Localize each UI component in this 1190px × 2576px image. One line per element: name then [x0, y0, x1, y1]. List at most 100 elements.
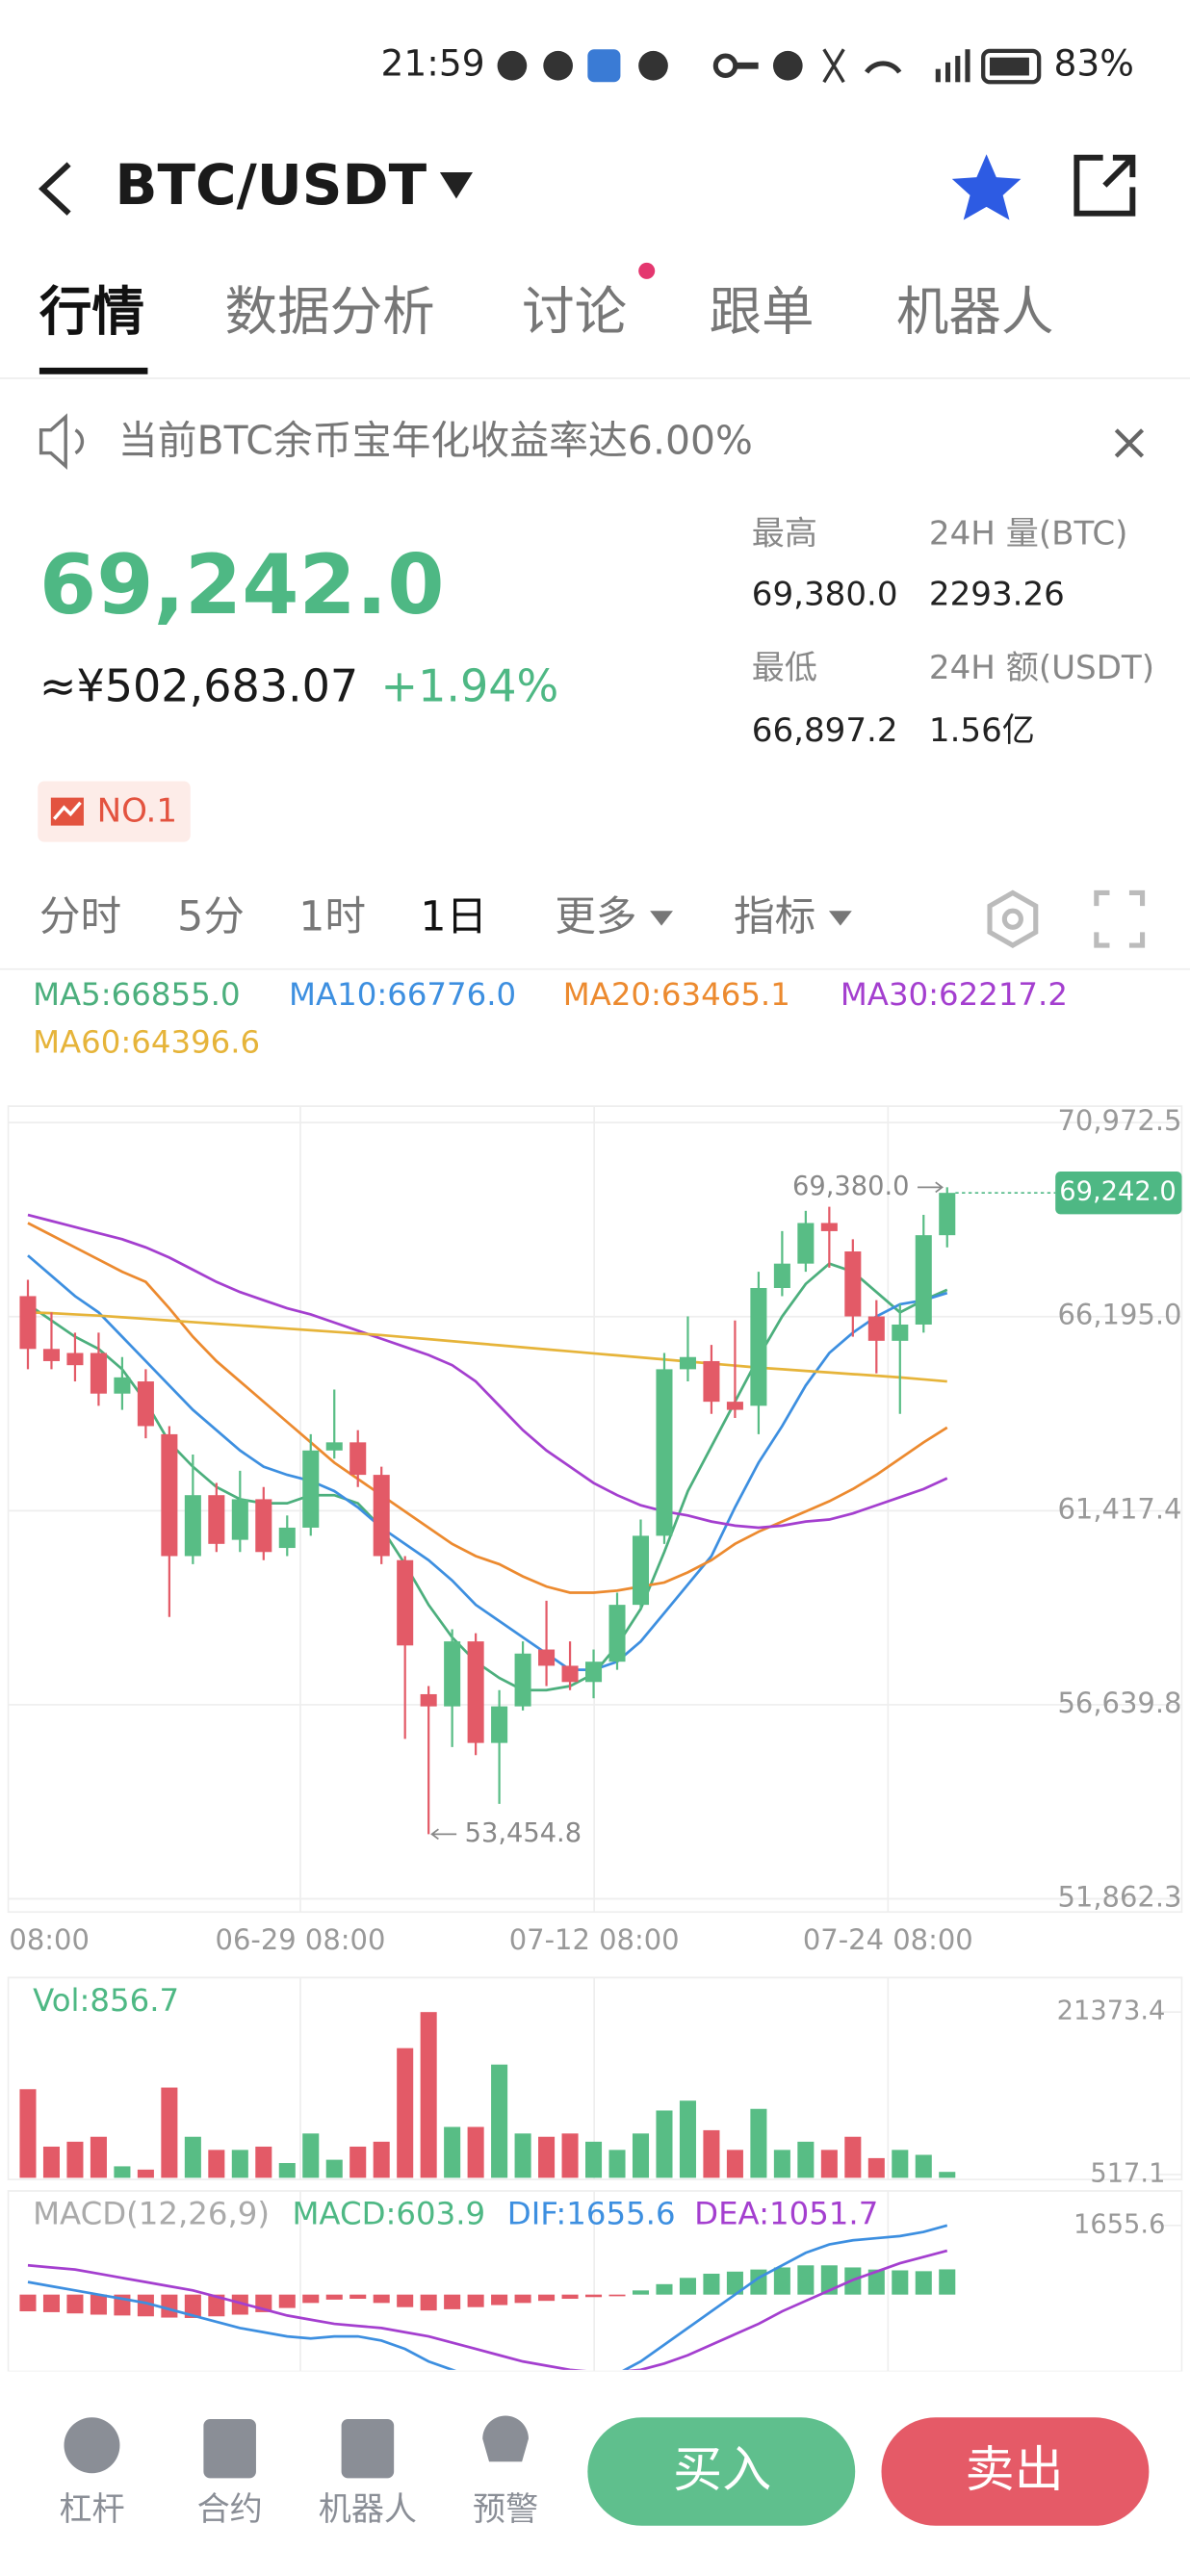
pair-dropdown[interactable] — [439, 172, 473, 199]
buy-button[interactable] — [587, 2417, 856, 2526]
candle-body — [137, 1381, 154, 1427]
macd-bar — [656, 2283, 673, 2295]
candle-body — [278, 1527, 296, 1549]
last-price-label: 69,242.0 — [1059, 1177, 1176, 1207]
tab[interactable]: 行情 — [39, 281, 144, 343]
candle-body — [608, 1605, 626, 1662]
sell-button[interactable] — [881, 2417, 1150, 2526]
nav-label[interactable]: 合约 — [197, 2490, 263, 2529]
macd-bar — [892, 2270, 909, 2295]
volume-bar — [397, 2048, 414, 2178]
macd-bar — [19, 2294, 37, 2312]
candle-body — [561, 1665, 579, 1683]
badge-text: NO.1 — [97, 791, 177, 830]
favorite[interactable] — [951, 154, 1022, 220]
tab-dot — [638, 262, 656, 279]
notice-close[interactable] — [1114, 428, 1145, 458]
interval[interactable]: 1时 — [298, 892, 366, 940]
sell-label[interactable]: 卖出 — [965, 2442, 1063, 2499]
ma-legend: MA10:66776.0 — [289, 976, 516, 1013]
volume-bar — [679, 2100, 696, 2178]
macd-bar — [703, 2273, 720, 2295]
volume-bar — [608, 2150, 626, 2178]
macd-label: MACD(12,26,9) — [33, 2196, 270, 2232]
status-time: 21:59 — [381, 42, 485, 85]
interval[interactable]: 1日 — [420, 892, 487, 940]
interval[interactable]: 指标 — [734, 892, 815, 940]
divider — [0, 377, 1190, 379]
candle-body — [844, 1251, 862, 1317]
volume-bar — [66, 2141, 84, 2178]
tab[interactable]: 跟单 — [709, 281, 814, 343]
tab[interactable]: 数据分析 — [225, 281, 435, 343]
macd-bar — [679, 2278, 696, 2295]
nav-label[interactable]: 杠杆 — [59, 2490, 124, 2529]
candle-body — [467, 1641, 484, 1743]
low-mark-label: 53,454.8 — [465, 1818, 582, 1848]
candle-body — [538, 1649, 556, 1666]
dea-line — [27, 2249, 948, 2370]
candle-body — [915, 1235, 932, 1325]
buy-label[interactable]: 买入 — [673, 2442, 771, 2499]
back-button[interactable] — [38, 162, 71, 216]
volume-bar — [844, 2136, 862, 2178]
candle-body — [420, 1693, 437, 1707]
ma-legend: MA60:64396.6 — [33, 1023, 260, 1060]
macd-bar — [726, 2271, 743, 2295]
candle-body — [444, 1641, 461, 1707]
divider — [0, 967, 1190, 970]
volume-bar — [656, 2110, 673, 2178]
dea-value: DEA:1051.7 — [694, 2196, 878, 2232]
low-mark-arrow — [430, 1828, 457, 1841]
volume-bar — [19, 2089, 37, 2178]
stat-value: 66,897.2 — [752, 711, 898, 750]
candle-body — [42, 1349, 60, 1361]
last-price-tag — [1055, 1172, 1182, 1215]
interval[interactable]: 分时 — [39, 892, 121, 940]
macd-value: MACD:603.9 — [292, 2196, 485, 2232]
ma-line — [27, 1262, 948, 1692]
tab[interactable]: 机器人 — [896, 281, 1054, 343]
volume-bar — [867, 2157, 885, 2178]
macd-bar — [608, 2294, 626, 2297]
volume-bar — [349, 2146, 367, 2178]
volume-bar — [208, 2150, 225, 2178]
volume-bar — [184, 2136, 201, 2178]
candle-body — [679, 1356, 696, 1370]
macd-bar — [278, 2294, 296, 2308]
nav-label[interactable]: 预警 — [473, 2490, 538, 2529]
stat-label: 24H 额(USDT) — [929, 649, 1154, 687]
candle-body — [797, 1223, 815, 1264]
volume-bar — [137, 2169, 154, 2178]
volume-bar — [302, 2133, 320, 2178]
macd-bar — [939, 2269, 956, 2295]
share[interactable] — [1074, 154, 1136, 217]
candle-body — [349, 1442, 367, 1476]
interval[interactable]: 5分 — [177, 892, 245, 940]
pair[interactable]: BTC/USDT — [115, 152, 427, 218]
macd-bar — [585, 2294, 603, 2298]
tab[interactable]: 讨论 — [522, 281, 627, 343]
stat-value: 2293.26 — [929, 575, 1065, 613]
y-tick-label: 51,862.3 — [1057, 1881, 1181, 1914]
candle-body — [114, 1377, 131, 1394]
y-tick-label: 70,972.5 — [1057, 1104, 1181, 1137]
macd-bar — [420, 2294, 437, 2311]
volume-bar — [161, 2087, 178, 2178]
macd-bar — [349, 2294, 367, 2300]
macd-bar — [444, 2294, 461, 2309]
macd-bar — [42, 2294, 60, 2312]
fullscreen-icon[interactable] — [1094, 889, 1146, 948]
settings-icon[interactable] — [987, 889, 1039, 948]
candle-body — [773, 1263, 790, 1288]
volume-bar — [797, 2141, 815, 2178]
candle-body — [939, 1193, 956, 1236]
interval[interactable]: 更多 — [555, 892, 636, 940]
candle-body — [373, 1475, 390, 1557]
nav-label[interactable]: 机器人 — [319, 2490, 417, 2529]
volume-label: Vol:856.7 — [33, 1982, 179, 2019]
macd-bar — [773, 2267, 790, 2295]
candle-body — [161, 1433, 178, 1557]
candle-body — [19, 1296, 37, 1350]
